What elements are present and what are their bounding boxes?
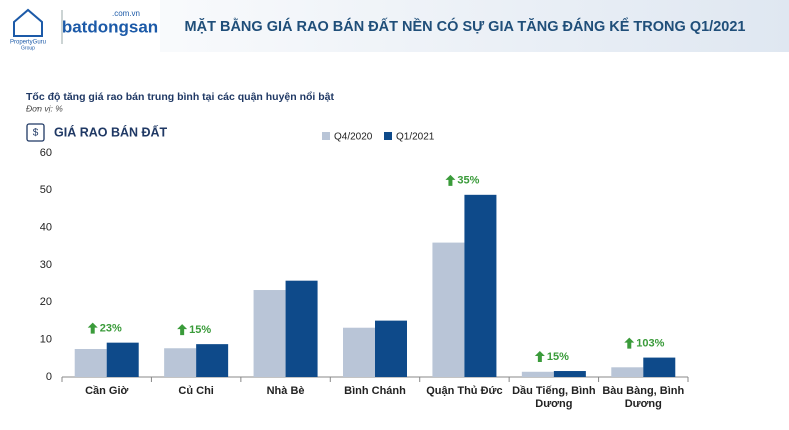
x-tick-label: Dầu Tiếng, Bình Dương	[512, 385, 596, 410]
growth-label: 103%	[636, 337, 664, 349]
growth-arrow	[177, 324, 188, 336]
bar	[464, 194, 497, 377]
growth-arrow	[534, 351, 545, 363]
bar	[375, 320, 407, 377]
price-icon	[26, 123, 45, 142]
x-tick-label: Quận Thủ Đức	[426, 385, 503, 397]
brand-right: batdongsan	[62, 17, 158, 36]
x-tick-label: Bình Chánh	[344, 385, 406, 397]
growth-label: 15%	[547, 351, 569, 363]
growth-label: 15%	[189, 324, 211, 336]
bar	[553, 371, 586, 377]
panel-label: GIÁ RAO BÁN ĐẤT	[54, 124, 168, 139]
y-tick-label: 30	[40, 259, 52, 271]
brand-right-sub: .com.vn	[112, 9, 140, 18]
price-icon-symbol: $	[33, 128, 39, 139]
y-tick-label: 10	[40, 334, 52, 346]
x-tick-label: Củ Chi	[178, 385, 214, 397]
growth-label: 23%	[100, 323, 122, 335]
bar	[343, 327, 375, 377]
brand-left: PropertyGuru	[10, 40, 46, 46]
bar	[74, 349, 107, 377]
bar	[164, 348, 197, 377]
y-tick-label: 0	[46, 371, 52, 383]
x-tick-label: Cần Giờ	[85, 385, 129, 397]
growth-arrow	[445, 174, 456, 186]
chart-subtitle: Tốc độ tăng giá rao bán trung bình tại c…	[26, 91, 335, 103]
bar	[196, 344, 229, 377]
legend-label: Q1/2021	[396, 132, 435, 143]
x-tick-label: Nhà Bè	[266, 385, 305, 397]
logo-icon	[13, 8, 43, 37]
bar	[285, 280, 318, 377]
chart-title: MẶT BẰNG GIÁ RAO BÁN ĐẤT NỀN CÓ SỰ GIA T…	[185, 17, 746, 35]
bar	[253, 290, 286, 377]
y-tick-label: 50	[40, 184, 52, 196]
y-tick-label: 60	[40, 147, 52, 159]
bar	[611, 367, 644, 377]
bar	[521, 371, 554, 377]
y-tick-label: 40	[40, 222, 52, 234]
legend-label: Q4/2020	[334, 132, 373, 143]
brand-left-sub: Group	[21, 45, 35, 51]
bar	[106, 342, 139, 377]
x-tick-label: Bàu Bàng, Bình Dương	[602, 385, 685, 410]
logo-area	[0, 0, 160, 52]
unit-note: Đơn vị: %	[26, 103, 63, 113]
growth-arrow	[624, 337, 635, 349]
y-tick-label: 20	[40, 296, 52, 308]
growth-arrow	[87, 322, 98, 334]
growth-label: 35%	[457, 175, 479, 187]
bar	[643, 357, 676, 377]
legend-swatch	[384, 132, 392, 140]
legend-swatch	[322, 132, 330, 140]
bar	[432, 242, 465, 377]
